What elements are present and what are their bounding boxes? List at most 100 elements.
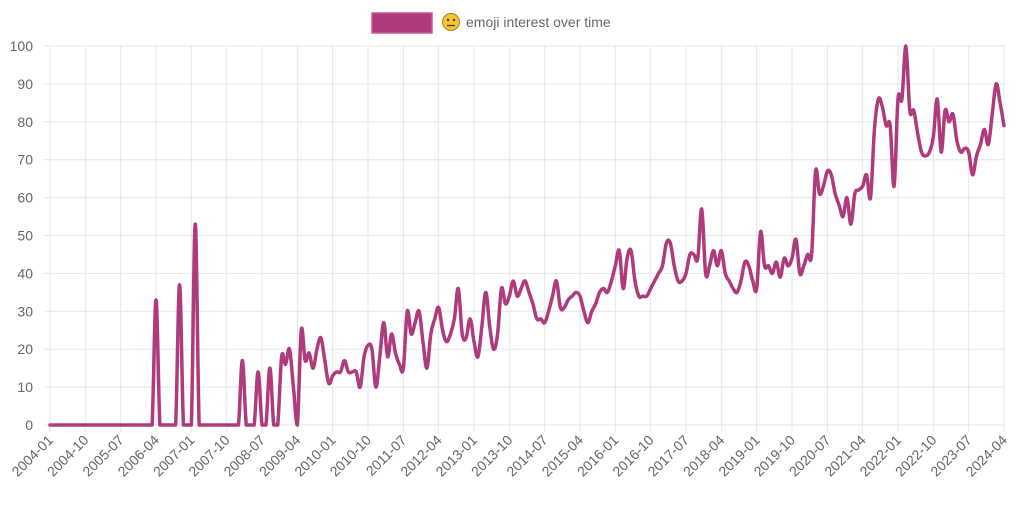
data-point[interactable] — [342, 359, 346, 363]
data-point[interactable] — [445, 340, 449, 344]
data-point[interactable] — [912, 108, 916, 112]
data-point[interactable] — [876, 97, 880, 101]
data-point[interactable] — [931, 135, 935, 139]
data-point[interactable] — [759, 230, 763, 234]
data-point[interactable] — [943, 108, 947, 112]
data-point[interactable] — [83, 423, 87, 427]
data-point[interactable] — [484, 290, 488, 294]
data-point[interactable] — [64, 423, 68, 427]
data-point[interactable] — [276, 423, 280, 427]
data-point[interactable] — [154, 298, 158, 302]
data-point[interactable] — [79, 423, 83, 427]
data-point[interactable] — [397, 362, 401, 366]
data-point[interactable] — [158, 423, 162, 427]
data-point[interactable] — [103, 423, 107, 427]
data-point[interactable] — [990, 112, 994, 116]
data-point[interactable] — [346, 370, 350, 374]
data-point[interactable] — [884, 124, 888, 128]
data-point[interactable] — [939, 150, 943, 154]
data-point[interactable] — [923, 154, 927, 158]
data-point[interactable] — [390, 332, 394, 336]
data-point[interactable] — [386, 355, 390, 359]
data-point[interactable] — [586, 321, 590, 325]
data-point[interactable] — [916, 131, 920, 135]
data-point[interactable] — [657, 271, 661, 275]
data-point[interactable] — [617, 249, 621, 253]
data-point[interactable] — [786, 264, 790, 268]
data-point[interactable] — [244, 423, 248, 427]
data-point[interactable] — [778, 275, 782, 279]
data-point[interactable] — [664, 241, 668, 245]
data-point[interactable] — [605, 290, 609, 294]
data-point[interactable] — [91, 423, 95, 427]
data-point[interactable] — [75, 423, 79, 427]
data-point[interactable] — [570, 294, 574, 298]
data-point[interactable] — [770, 271, 774, 275]
data-point[interactable] — [739, 279, 743, 283]
data-point[interactable] — [978, 143, 982, 147]
data-point[interactable] — [472, 340, 476, 344]
data-point[interactable] — [735, 290, 739, 294]
data-point[interactable] — [539, 317, 543, 321]
data-point[interactable] — [715, 264, 719, 268]
data-point[interactable] — [708, 264, 712, 268]
data-point[interactable] — [374, 385, 378, 389]
data-point[interactable] — [680, 279, 684, 283]
data-point[interactable] — [865, 173, 869, 177]
data-point[interactable] — [853, 192, 857, 196]
data-point[interactable] — [892, 184, 896, 188]
data-point[interactable] — [562, 306, 566, 310]
data-point[interactable] — [319, 336, 323, 340]
data-point[interactable] — [935, 97, 939, 101]
data-point[interactable] — [150, 423, 154, 427]
data-point[interactable] — [468, 317, 472, 321]
data-point[interactable] — [240, 359, 244, 363]
data-point[interactable] — [291, 385, 295, 389]
data-point[interactable] — [582, 309, 586, 313]
data-point[interactable] — [763, 264, 767, 268]
data-point[interactable] — [456, 287, 460, 291]
data-point[interactable] — [72, 423, 76, 427]
data-point[interactable] — [197, 423, 201, 427]
data-point[interactable] — [405, 309, 409, 313]
data-point[interactable] — [578, 294, 582, 298]
data-point[interactable] — [221, 423, 225, 427]
data-point[interactable] — [700, 207, 704, 211]
data-point[interactable] — [672, 264, 676, 268]
data-point[interactable] — [229, 423, 233, 427]
data-point[interactable] — [692, 252, 696, 256]
data-point[interactable] — [971, 173, 975, 177]
data-point[interactable] — [896, 97, 900, 101]
data-point[interactable] — [523, 279, 527, 283]
data-point[interactable] — [138, 423, 142, 427]
data-point[interactable] — [295, 423, 299, 427]
data-point[interactable] — [590, 309, 594, 313]
data-point[interactable] — [743, 260, 747, 264]
data-point[interactable] — [920, 150, 924, 154]
data-point[interactable] — [185, 423, 189, 427]
data-point[interactable] — [955, 139, 959, 143]
data-point[interactable] — [849, 222, 853, 226]
data-point[interactable] — [272, 423, 276, 427]
data-point[interactable] — [766, 264, 770, 268]
data-point[interactable] — [193, 222, 197, 226]
data-point[interactable] — [684, 271, 688, 275]
data-point[interactable] — [574, 290, 578, 294]
data-point[interactable] — [598, 290, 602, 294]
data-point[interactable] — [107, 423, 111, 427]
data-point[interactable] — [413, 321, 417, 325]
data-point[interactable] — [845, 196, 849, 200]
data-point[interactable] — [181, 423, 185, 427]
data-point[interactable] — [248, 423, 252, 427]
data-point[interactable] — [327, 381, 331, 385]
data-point[interactable] — [967, 150, 971, 154]
data-point[interactable] — [236, 423, 240, 427]
data-point[interactable] — [130, 423, 134, 427]
data-point[interactable] — [554, 279, 558, 283]
data-point[interactable] — [515, 294, 519, 298]
data-point[interactable] — [119, 423, 123, 427]
data-point[interactable] — [755, 287, 759, 291]
data-point[interactable] — [908, 108, 912, 112]
data-point[interactable] — [802, 264, 806, 268]
data-point[interactable] — [127, 423, 131, 427]
